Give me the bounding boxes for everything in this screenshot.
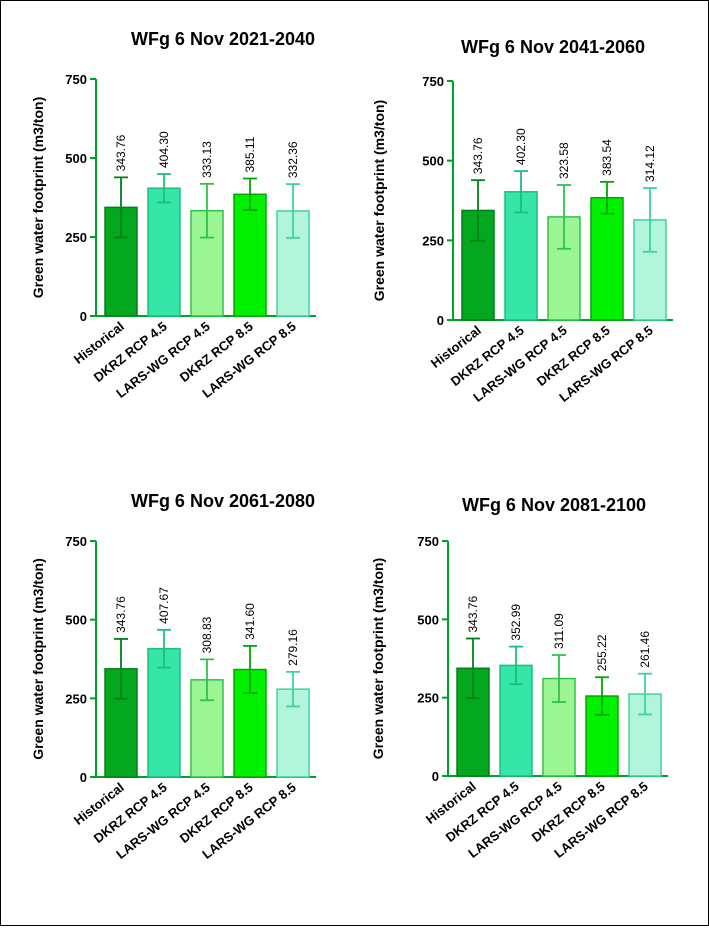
data-label: 332.36 bbox=[286, 141, 300, 178]
data-label: 343.76 bbox=[471, 137, 485, 174]
data-label: 407.67 bbox=[157, 587, 171, 624]
y-tick-label: 500 bbox=[65, 151, 87, 166]
y-tick-label: 0 bbox=[432, 769, 439, 784]
data-label: 314.12 bbox=[643, 145, 657, 182]
data-label: 308.83 bbox=[200, 616, 214, 653]
data-label: 343.76 bbox=[114, 596, 128, 633]
data-label: 402.30 bbox=[514, 128, 528, 165]
data-label: 279.16 bbox=[286, 629, 300, 666]
bar bbox=[590, 197, 624, 321]
chart-title: WFg 6 Nov 2041-2060 bbox=[461, 37, 645, 57]
data-label: 352.99 bbox=[509, 604, 523, 641]
data-label: 255.22 bbox=[595, 634, 609, 671]
data-label: 404.30 bbox=[157, 131, 171, 168]
bar bbox=[147, 187, 181, 317]
data-label: 333.13 bbox=[200, 141, 214, 178]
bar bbox=[233, 193, 267, 317]
chart-title: WFg 6 Nov 2021-2040 bbox=[131, 29, 315, 49]
data-label: 343.76 bbox=[466, 595, 480, 632]
chart-panel-2: WFg 6 Nov 2041-2060 Green water footprint… bbox=[371, 37, 673, 405]
y-axis-label: Green water footprint (m3/ton) bbox=[30, 558, 46, 759]
y-tick-label: 250 bbox=[422, 233, 444, 248]
chart-title: WFg 6 Nov 2061-2080 bbox=[131, 491, 315, 511]
chart-panel-4: WFg 6 Nov 2081-2100 Green water footprint… bbox=[370, 495, 668, 861]
data-label: 261.46 bbox=[638, 631, 652, 668]
data-label: 383.54 bbox=[600, 139, 614, 176]
y-tick-label: 500 bbox=[422, 154, 444, 169]
chart-panel-3: WFg 6 Nov 2061-2080 Green water footprint… bbox=[30, 491, 316, 862]
y-tick-label: 750 bbox=[417, 534, 439, 549]
data-label: 323.58 bbox=[557, 142, 571, 179]
y-tick-label: 0 bbox=[80, 770, 87, 785]
y-tick-label: 750 bbox=[65, 72, 87, 87]
y-axis-label: Green water footprint (m3/ton) bbox=[30, 97, 46, 298]
y-tick-label: 750 bbox=[65, 534, 87, 549]
y-tick-label: 500 bbox=[417, 612, 439, 627]
data-label: 311.09 bbox=[552, 613, 566, 649]
y-axis-label: Green water footprint (m3/ton) bbox=[371, 100, 387, 301]
y-tick-label: 0 bbox=[437, 313, 444, 328]
y-tick-label: 0 bbox=[80, 309, 87, 324]
data-label: 343.76 bbox=[114, 134, 128, 171]
y-axis-label: Green water footprint (m3/ton) bbox=[370, 558, 386, 759]
chart-panel-1: WFg 6 Nov 2021-2040 Green water footprint… bbox=[30, 29, 316, 401]
y-tick-label: 250 bbox=[417, 691, 439, 706]
y-tick-label: 500 bbox=[65, 613, 87, 628]
chart-title: WFg 6 Nov 2081-2100 bbox=[462, 495, 646, 515]
y-tick-label: 250 bbox=[65, 691, 87, 706]
data-label: 341.60 bbox=[243, 603, 257, 640]
y-tick-label: 750 bbox=[422, 74, 444, 89]
data-label: 385.11 bbox=[243, 136, 257, 172]
y-tick-label: 250 bbox=[65, 230, 87, 245]
